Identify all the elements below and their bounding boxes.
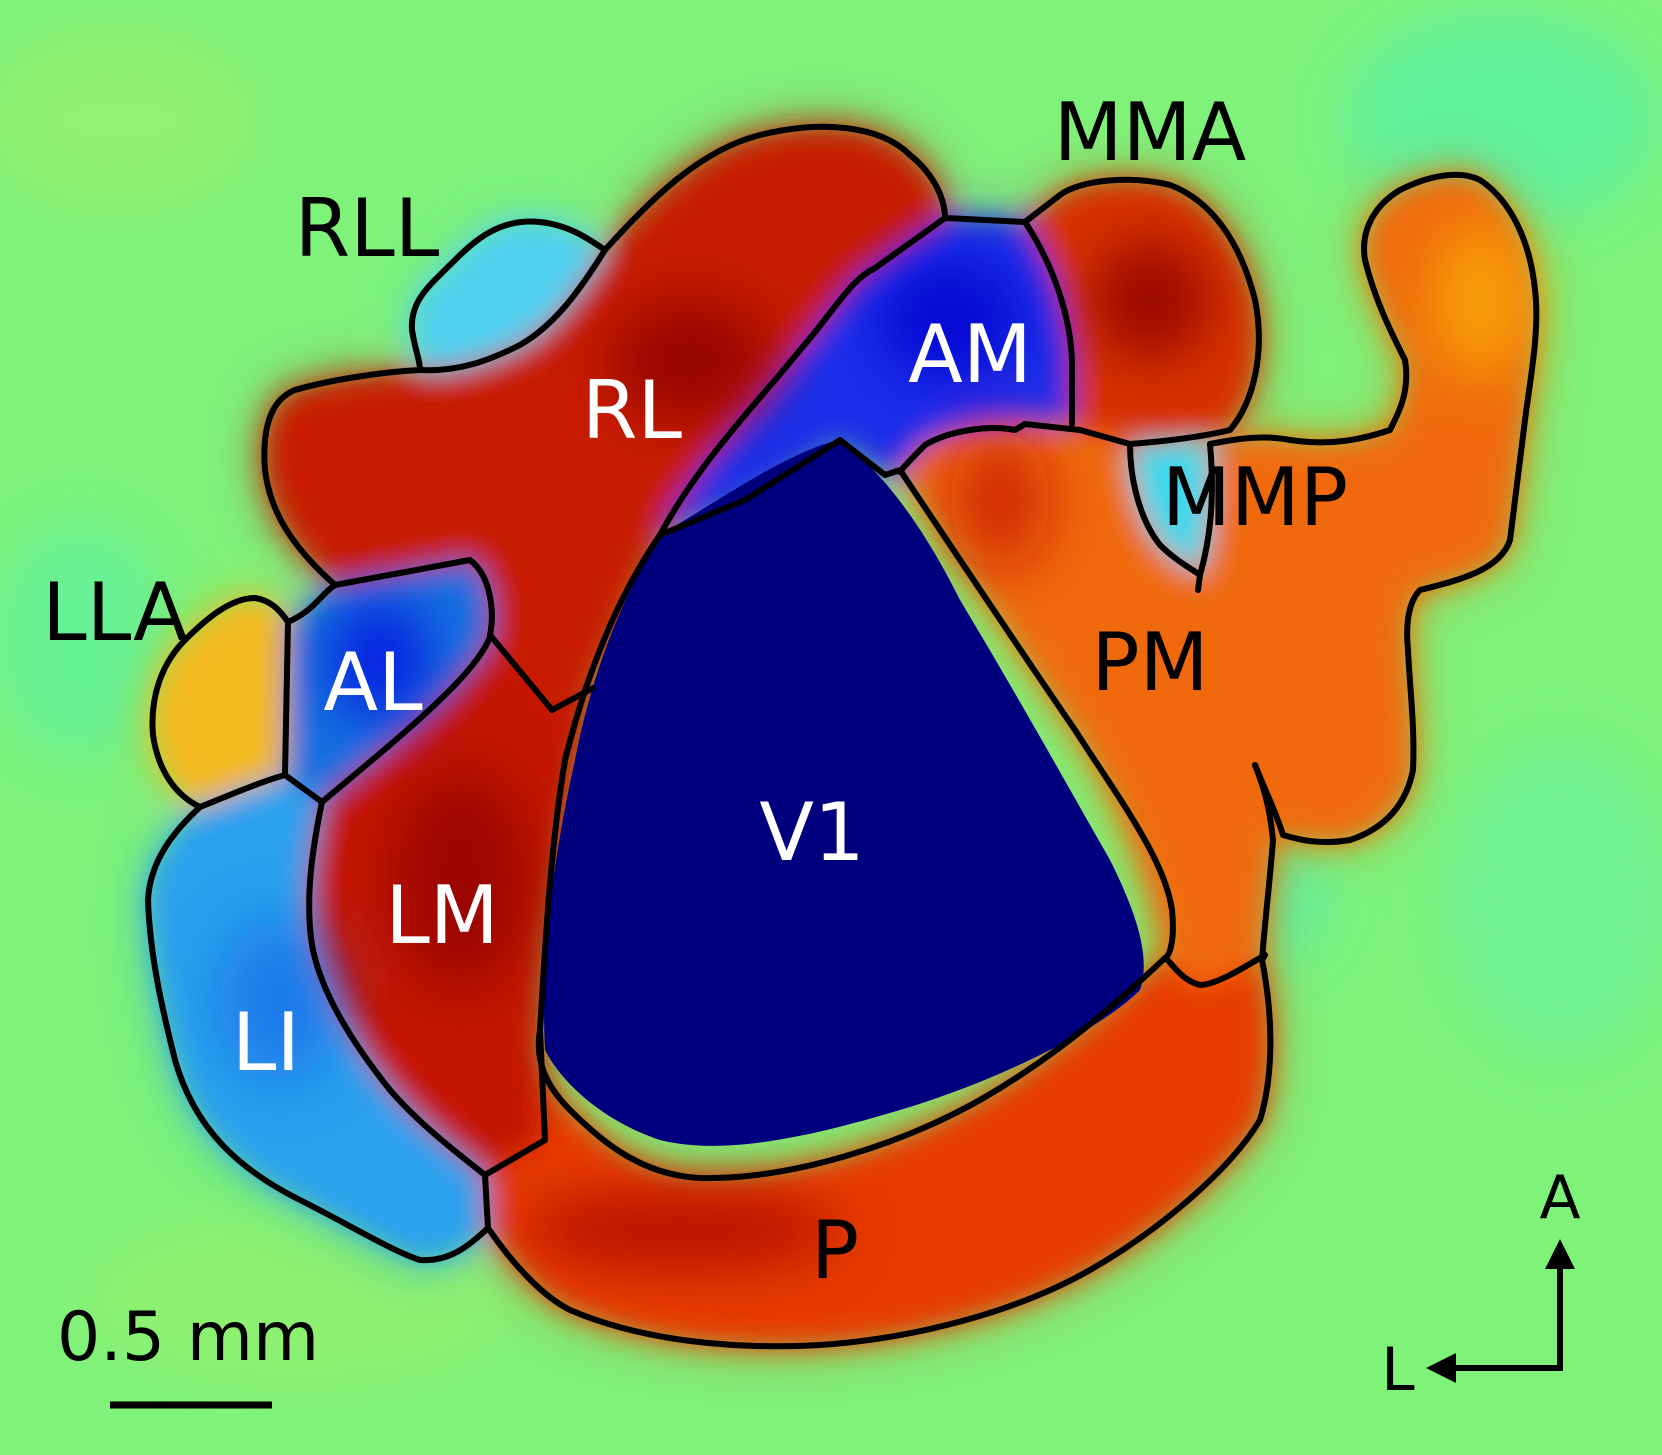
area-label-mma: MMA	[1054, 86, 1247, 179]
area-label-rll: RLL	[295, 182, 440, 275]
area-label-li: LI	[232, 996, 300, 1089]
area-label-al: AL	[323, 636, 423, 729]
area-label-mmp: MMP	[1162, 451, 1348, 544]
fill-lla	[152, 598, 288, 807]
area-borders	[145, 123, 1540, 1350]
area-label-p: P	[811, 1204, 859, 1297]
border-right-lobe	[1207, 171, 1540, 846]
border-mmp	[1127, 441, 1215, 593]
border-lm	[306, 799, 548, 1178]
border-p	[485, 952, 1274, 1350]
border-al	[282, 582, 493, 805]
border-rl-inner	[657, 215, 948, 538]
area-label-lla: LLA	[42, 566, 188, 659]
orientation-indicator: A L	[1381, 1163, 1580, 1405]
area-label-rl: RL	[582, 364, 683, 457]
border-am	[1022, 219, 1075, 427]
area-labels: V1 RL AM AL LM LI RLL LLA MMA MMP PM P	[42, 86, 1348, 1297]
scale-bar: 0.5 mm	[57, 1298, 319, 1409]
scale-bar-label: 0.5 mm	[57, 1298, 319, 1377]
area-label-am: AM	[908, 308, 1032, 401]
border-rll	[408, 218, 608, 374]
orientation-arrows	[1426, 1239, 1575, 1383]
fill-pm	[900, 174, 1537, 985]
border-rl	[602, 123, 1262, 475]
border-lla	[149, 595, 291, 810]
fill-mmp	[1130, 444, 1212, 575]
v1-region	[544, 440, 1144, 1146]
area-cores	[220, 220, 1530, 1270]
area-label-lm: LM	[385, 869, 499, 962]
lateral-label: L	[1381, 1335, 1415, 1405]
area-label-pm: PM	[1091, 616, 1208, 709]
border-li	[145, 804, 491, 1264]
border-v1	[535, 437, 1176, 1182]
anterior-label: A	[1539, 1163, 1580, 1233]
border-rl-lower	[261, 367, 596, 713]
area-label-v1: V1	[759, 786, 865, 879]
